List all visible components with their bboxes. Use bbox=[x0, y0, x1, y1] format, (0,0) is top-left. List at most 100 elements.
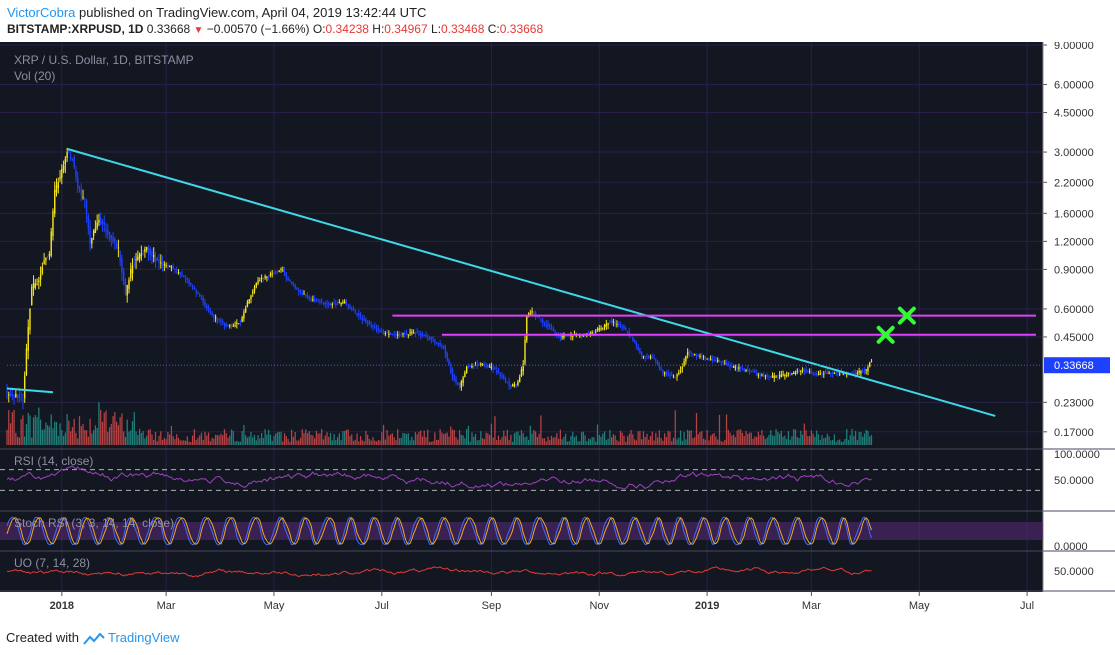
volume-bar bbox=[248, 436, 250, 445]
volume-bar bbox=[96, 427, 98, 445]
volume-bar bbox=[499, 439, 501, 445]
candle-body bbox=[71, 158, 74, 160]
volume-bar bbox=[315, 430, 318, 445]
volume-bar bbox=[317, 433, 319, 445]
candle-body bbox=[313, 299, 316, 302]
candle-body bbox=[398, 333, 401, 336]
volume-bar bbox=[64, 432, 66, 445]
candle-body bbox=[801, 369, 804, 371]
candle-body bbox=[561, 336, 563, 338]
volume-bar bbox=[27, 412, 29, 445]
volume-bar bbox=[782, 436, 784, 445]
candle-body bbox=[768, 376, 770, 378]
candle-body bbox=[563, 335, 565, 338]
volume-bar bbox=[220, 433, 222, 445]
volume-bar bbox=[679, 430, 682, 445]
volume-bar bbox=[29, 415, 31, 445]
candle-body bbox=[815, 373, 818, 375]
volume-bar bbox=[430, 441, 432, 445]
candle-body bbox=[639, 348, 641, 354]
volume-bar bbox=[487, 433, 489, 445]
volume-bar bbox=[398, 438, 401, 445]
chart-header: VictorCobra published on TradingView.com… bbox=[0, 0, 1115, 42]
volume-bar bbox=[230, 429, 233, 445]
volume-bar bbox=[375, 441, 378, 445]
candle-body bbox=[184, 278, 187, 280]
volume-bar bbox=[550, 435, 553, 445]
volume-bar bbox=[241, 431, 243, 445]
candle-body bbox=[425, 335, 427, 337]
candle-body bbox=[94, 228, 97, 233]
candle-body bbox=[605, 323, 608, 327]
candle-body bbox=[842, 372, 844, 375]
candle-body bbox=[395, 333, 397, 336]
candle-body bbox=[704, 356, 707, 358]
volume-bar bbox=[94, 425, 97, 445]
volume-bar bbox=[80, 426, 82, 445]
candle-body bbox=[237, 323, 240, 325]
low-value: 0.33468 bbox=[441, 22, 485, 36]
candle-body bbox=[660, 367, 662, 370]
candle-body bbox=[342, 301, 344, 303]
candle-body bbox=[738, 367, 740, 370]
volume-bar bbox=[435, 439, 438, 445]
candle-body bbox=[669, 375, 671, 377]
volume-bar bbox=[308, 431, 310, 445]
volume-bar bbox=[570, 435, 572, 445]
volume-bar bbox=[579, 441, 581, 445]
candle-body bbox=[640, 351, 643, 356]
volume-bar bbox=[828, 436, 830, 445]
volume-bar bbox=[531, 433, 533, 445]
candle-body bbox=[653, 358, 655, 360]
volume-bar bbox=[662, 440, 664, 445]
candle-body bbox=[225, 323, 227, 327]
publish-line: VictorCobra published on TradingView.com… bbox=[7, 5, 426, 20]
tradingview-brand[interactable]: TradingView bbox=[108, 630, 180, 645]
candle-body bbox=[82, 196, 84, 198]
candle-body bbox=[289, 279, 291, 282]
candle-body bbox=[220, 320, 222, 322]
volume-bar bbox=[336, 437, 339, 445]
volume-bar bbox=[793, 429, 795, 445]
candle-body bbox=[711, 359, 714, 361]
candle-body bbox=[36, 284, 38, 286]
candle-body bbox=[363, 318, 365, 321]
volume-bar bbox=[70, 431, 72, 445]
volume-bar bbox=[411, 436, 413, 445]
volume-bar bbox=[492, 437, 494, 445]
volume-bar bbox=[557, 438, 560, 445]
candle-body bbox=[358, 313, 360, 316]
chart-area[interactable]: 2018 Mar May Jul Sep Nov 2019 Mar May Jul 9.00000 6… bbox=[0, 42, 1115, 620]
volume-bar bbox=[731, 435, 733, 445]
volume-bar bbox=[32, 417, 35, 445]
candle-body bbox=[244, 307, 247, 313]
candle-body bbox=[674, 377, 676, 379]
candle-body bbox=[642, 356, 645, 358]
volume-bar bbox=[455, 437, 457, 445]
volume-bar bbox=[425, 437, 427, 445]
candle-body bbox=[23, 375, 26, 399]
volume-bar bbox=[831, 439, 834, 445]
candle-body bbox=[202, 298, 204, 303]
volume-bar bbox=[154, 432, 157, 445]
candle-body bbox=[591, 331, 593, 334]
candle-body bbox=[734, 367, 737, 369]
candle-body bbox=[96, 222, 98, 229]
volume-bar bbox=[359, 436, 362, 445]
volume-bar bbox=[476, 440, 478, 445]
volume-bar bbox=[519, 435, 521, 445]
author-link[interactable]: VictorCobra bbox=[7, 5, 76, 20]
volume-bar bbox=[672, 437, 675, 445]
candle-body bbox=[382, 332, 385, 334]
volume-bar bbox=[310, 434, 312, 445]
volume-bar bbox=[490, 423, 493, 445]
volume-bar bbox=[100, 410, 102, 445]
volume-bar bbox=[255, 440, 257, 445]
candle-body bbox=[697, 354, 699, 356]
candle-body bbox=[62, 165, 65, 171]
y-tick-label: 0.23000 bbox=[1054, 397, 1094, 409]
volume-bar bbox=[278, 431, 280, 445]
volume-bar bbox=[107, 431, 109, 445]
candle-body bbox=[262, 277, 265, 280]
volume-bar bbox=[826, 433, 828, 445]
